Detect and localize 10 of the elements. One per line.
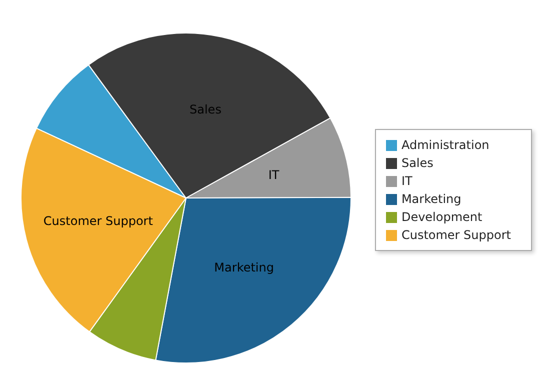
- slice-label: IT: [268, 168, 280, 182]
- legend-label: Administration: [401, 138, 490, 152]
- slice-label: Marketing: [214, 260, 274, 275]
- slice-label: Sales: [190, 102, 222, 116]
- legend-label: IT: [401, 174, 412, 188]
- legend-label: Sales: [401, 156, 434, 170]
- slice-label: Customer Support: [43, 214, 154, 228]
- legend-label: Marketing: [401, 192, 462, 206]
- legend-label: Development: [401, 210, 482, 224]
- legend-label: Customer Support: [401, 228, 511, 242]
